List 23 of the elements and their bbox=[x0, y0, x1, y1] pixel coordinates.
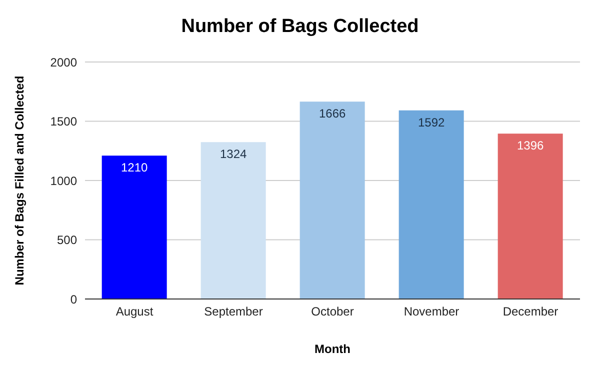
bar bbox=[300, 102, 365, 299]
y-tick-label: 2000 bbox=[50, 55, 78, 70]
y-tick-label: 1000 bbox=[50, 174, 78, 188]
bar bbox=[498, 134, 563, 299]
data-label: 1666 bbox=[318, 106, 346, 121]
x-tick-label: September bbox=[204, 304, 263, 319]
y-tick-label: 500 bbox=[56, 233, 78, 248]
bar bbox=[200, 142, 266, 299]
data-label: 1324 bbox=[220, 147, 247, 162]
bar bbox=[398, 110, 464, 299]
data-label: 1396 bbox=[516, 138, 544, 153]
x-tick-label: December bbox=[502, 304, 558, 319]
y-tick-label: 0 bbox=[70, 292, 78, 306]
y-axis-title: Number of Bags Filled and Collected bbox=[12, 76, 26, 286]
x-tick-label: August bbox=[116, 304, 154, 319]
x-axis-title: Month bbox=[314, 342, 350, 356]
bar bbox=[102, 156, 167, 299]
y-tick-label: 1500 bbox=[50, 114, 78, 129]
data-label: 1592 bbox=[418, 115, 445, 130]
chart-title: Number of Bags Collected bbox=[180, 16, 420, 38]
x-tick-label: October bbox=[311, 304, 354, 319]
data-label: 1210 bbox=[120, 160, 148, 175]
x-tick-label: November bbox=[404, 304, 460, 319]
